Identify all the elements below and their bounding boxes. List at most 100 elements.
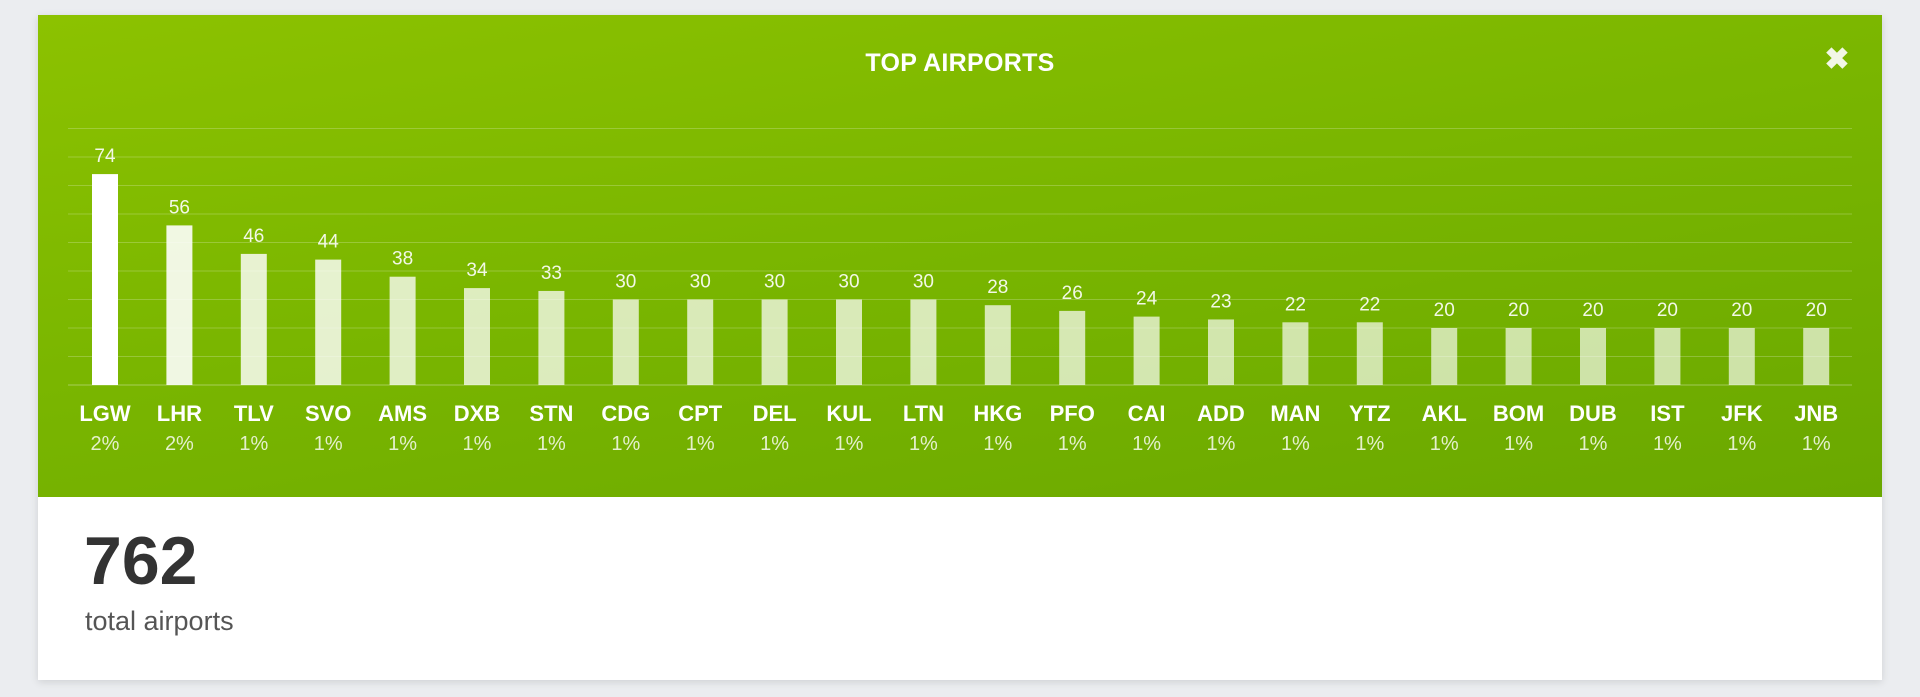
percent-label-cdg: 1% [611,433,640,455]
bar-cpt[interactable] [687,299,714,386]
tick-label-ams: AMS [378,401,427,426]
data-label-cdg: 30 [615,272,636,293]
bar-lgw[interactable] [92,174,118,385]
bar-ltn[interactable] [910,299,937,386]
data-label-ams: 38 [392,249,413,270]
top-airports-card: 74 LGW 2% 56 LHR 2% 46 TLV 1% 44 SVO 1% 38 AMS 1% 34 DXB… [38,15,1882,680]
tick-label-jfk: JFK [1721,401,1763,426]
data-label-jfk: 20 [1731,300,1752,321]
data-label-add: 23 [1210,291,1231,312]
data-label-svo: 44 [318,232,340,253]
data-label-hkg: 28 [987,277,1008,298]
data-label-kul: 30 [838,272,859,293]
chart-panel: 74 LGW 2% 56 LHR 2% 46 TLV 1% 44 SVO 1% 38 AMS 1% 34 DXB… [38,15,1882,497]
bar-ytz[interactable] [1356,322,1383,385]
tick-label-add: ADD [1197,401,1245,426]
bar-tlv[interactable] [240,253,267,385]
bar-jnb[interactable] [1803,328,1830,385]
close-button[interactable]: ✖ [1820,43,1854,77]
tick-label-lhr: LHR [157,401,202,426]
tick-label-ytz: YTZ [1349,401,1391,426]
data-label-dxb: 34 [466,260,488,281]
data-label-cpt: 30 [690,272,711,293]
percent-label-cai: 1% [1132,433,1161,455]
tick-label-del: DEL [753,401,797,426]
tick-label-tlv: TLV [234,401,274,426]
total-airports-value: 762 [84,523,198,599]
percent-label-man: 1% [1281,433,1310,455]
bar-kul[interactable] [836,299,862,386]
tick-label-cpt: CPT [678,401,723,426]
percent-label-ams: 1% [388,433,417,455]
percent-label-bom: 1% [1504,433,1533,455]
data-label-akl: 20 [1434,300,1455,321]
percent-label-svo: 1% [314,433,343,455]
percent-label-ytz: 1% [1355,433,1384,455]
data-label-stn: 33 [541,263,562,284]
data-label-cai: 24 [1136,289,1158,310]
bar-akl[interactable] [1431,328,1458,385]
percent-label-pfo: 1% [1058,433,1087,455]
percent-label-kul: 1% [835,433,864,455]
tick-label-dxb: DXB [454,401,500,426]
tick-label-kul: KUL [826,401,871,426]
percent-label-ist: 1% [1653,433,1682,455]
bar-svo[interactable] [315,259,342,385]
percent-label-akl: 1% [1430,433,1459,455]
chart-title: TOP AIRPORTS [865,49,1055,77]
bar-stn[interactable] [538,290,565,385]
data-label-pfo: 26 [1062,283,1083,304]
percent-label-ltn: 1% [909,433,938,455]
percent-label-jfk: 1% [1727,433,1756,455]
tick-label-dub: DUB [1569,401,1617,426]
bar-cai[interactable] [1133,316,1160,385]
bar-cdg[interactable] [612,299,639,386]
bar-hkg[interactable] [984,305,1011,385]
bar-chart: 74 LGW 2% 56 LHR 2% 46 TLV 1% 44 SVO 1% 38 AMS 1% 34 DXB… [68,128,1852,455]
percent-label-tlv: 1% [239,433,268,455]
percent-label-stn: 1% [537,433,566,455]
tick-label-bom: BOM [1493,401,1544,426]
tick-label-jnb: JNB [1794,401,1838,426]
data-label-lhr: 56 [169,197,190,218]
bar-bom[interactable] [1505,328,1532,385]
bar-pfo[interactable] [1059,310,1086,385]
percent-label-jnb: 1% [1802,433,1831,455]
bar-lhr[interactable] [166,225,193,385]
bar-dub[interactable] [1580,328,1606,385]
tick-label-cdg: CDG [601,401,650,426]
data-label-tlv: 46 [243,226,264,247]
bar-jfk[interactable] [1728,328,1755,385]
data-label-ytz: 22 [1359,294,1380,315]
tick-label-ist: IST [1650,401,1685,426]
bar-ams[interactable] [389,276,416,385]
tick-label-hkg: HKG [973,401,1022,426]
tick-label-man: MAN [1270,401,1320,426]
tick-label-cai: CAI [1128,401,1166,426]
percent-label-dxb: 1% [463,433,492,455]
tick-label-akl: AKL [1422,401,1467,426]
bar-del[interactable] [761,299,788,386]
data-label-lgw: 74 [94,146,116,167]
percent-label-dub: 1% [1579,433,1608,455]
tick-label-svo: SVO [305,401,351,426]
percent-label-hkg: 1% [983,433,1012,455]
total-airports-label: total airports [85,606,234,636]
bar-dxb[interactable] [464,288,490,385]
data-label-dub: 20 [1582,300,1603,321]
tick-label-ltn: LTN [903,401,944,426]
tick-label-stn: STN [529,401,573,426]
data-label-ltn: 30 [913,272,934,293]
data-label-man: 22 [1285,294,1306,315]
bar-man[interactable] [1282,322,1309,385]
percent-label-add: 1% [1207,433,1236,455]
percent-label-lgw: 2% [91,433,120,455]
bar-add[interactable] [1208,319,1234,385]
close-icon: ✖ [1824,43,1850,76]
data-label-ist: 20 [1657,300,1678,321]
bar-ist[interactable] [1654,328,1681,385]
percent-label-del: 1% [760,433,789,455]
data-label-bom: 20 [1508,300,1529,321]
percent-label-lhr: 2% [165,433,194,455]
tick-label-pfo: PFO [1050,401,1095,426]
